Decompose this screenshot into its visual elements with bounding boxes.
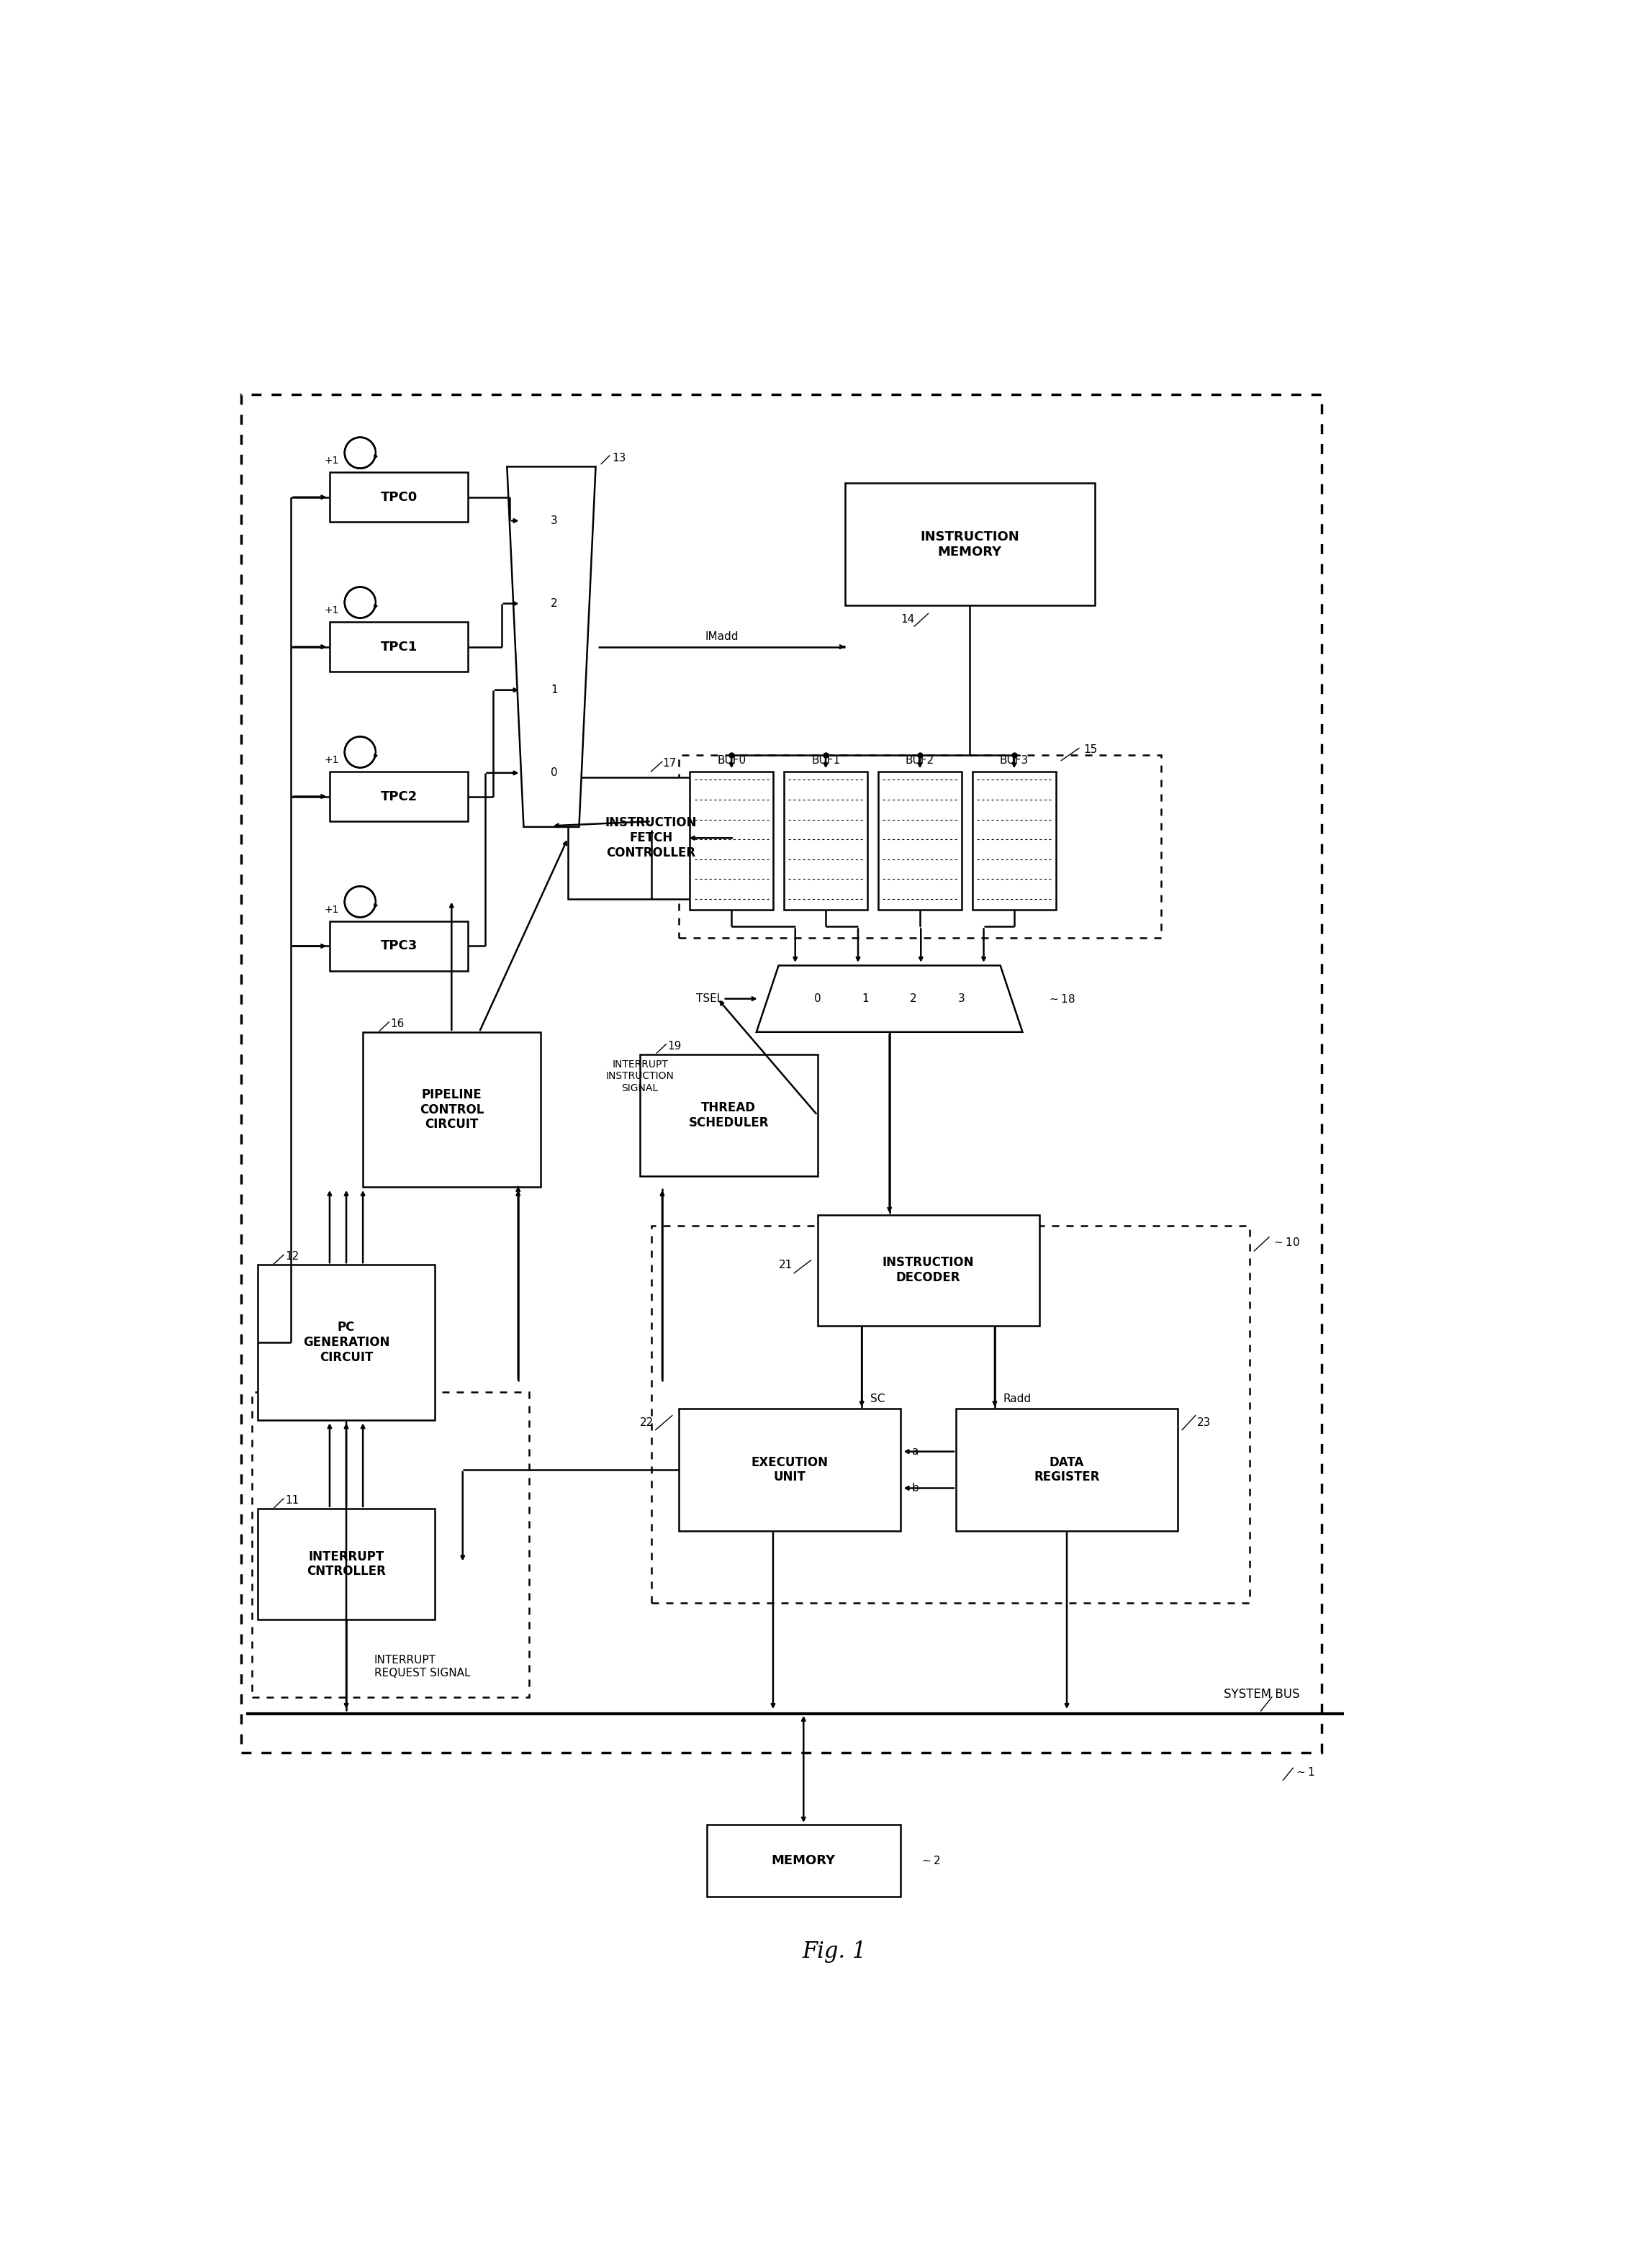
Bar — [707, 1823, 901, 1896]
Text: TPC3: TPC3 — [381, 939, 417, 953]
Bar — [329, 771, 468, 821]
Bar — [679, 1408, 901, 1531]
Text: $\sim$18: $\sim$18 — [1047, 993, 1075, 1005]
Text: DATA
REGISTER: DATA REGISTER — [1034, 1456, 1100, 1483]
Text: 13: 13 — [613, 454, 626, 463]
Text: THREAD
SCHEDULER: THREAD SCHEDULER — [689, 1102, 769, 1129]
Text: Fig. 1: Fig. 1 — [801, 1941, 867, 1964]
Text: 1: 1 — [862, 993, 868, 1005]
Text: BUF2: BUF2 — [906, 755, 935, 767]
Bar — [818, 1216, 1039, 1327]
Text: 11: 11 — [285, 1495, 300, 1506]
Text: TPC0: TPC0 — [381, 490, 417, 503]
Text: BUF1: BUF1 — [811, 755, 841, 767]
Text: a: a — [912, 1447, 919, 1456]
Bar — [679, 755, 1161, 937]
Text: +1: +1 — [324, 755, 339, 764]
Text: +1: +1 — [324, 456, 339, 465]
Text: INTERRUPT
INSTRUCTION
SIGNAL: INTERRUPT INSTRUCTION SIGNAL — [606, 1059, 674, 1093]
Text: TPC1: TPC1 — [381, 640, 417, 653]
Text: $\sim$10: $\sim$10 — [1272, 1236, 1300, 1247]
Bar — [691, 771, 774, 909]
Text: 16: 16 — [391, 1018, 404, 1030]
Text: INSTRUCTION
MEMORY: INSTRUCTION MEMORY — [920, 531, 1020, 558]
Text: IMadd: IMadd — [705, 631, 738, 642]
Bar — [845, 483, 1095, 606]
Polygon shape — [507, 467, 596, 828]
Text: INSTRUCTION
FETCH
CONTROLLER: INSTRUCTION FETCH CONTROLLER — [606, 816, 697, 860]
Polygon shape — [756, 966, 1023, 1032]
Text: 14: 14 — [901, 615, 914, 624]
Text: SYSTEM BUS: SYSTEM BUS — [1223, 1687, 1300, 1701]
Bar — [956, 1408, 1178, 1531]
Text: INSTRUCTION
DECODER: INSTRUCTION DECODER — [883, 1256, 974, 1284]
Text: b: b — [912, 1483, 919, 1495]
Text: 1: 1 — [551, 685, 557, 696]
Text: 12: 12 — [285, 1252, 300, 1261]
Text: 3: 3 — [551, 515, 557, 526]
Text: EXECUTION
UNIT: EXECUTION UNIT — [751, 1456, 828, 1483]
Text: INTERRUPT
CNTROLLER: INTERRUPT CNTROLLER — [306, 1549, 386, 1579]
Text: 2: 2 — [911, 993, 917, 1005]
Bar — [569, 778, 735, 898]
Text: INTERRUPT
REQUEST SIGNAL: INTERRUPT REQUEST SIGNAL — [375, 1656, 471, 1678]
Bar — [878, 771, 961, 909]
Text: MEMORY: MEMORY — [772, 1853, 836, 1867]
Bar — [329, 621, 468, 671]
Bar — [257, 1266, 435, 1420]
Text: SC: SC — [870, 1393, 885, 1404]
Text: 19: 19 — [668, 1041, 681, 1052]
Text: $\sim$1: $\sim$1 — [1293, 1767, 1315, 1778]
Bar — [241, 395, 1321, 1753]
Text: 0: 0 — [814, 993, 821, 1005]
Text: +1: +1 — [324, 905, 339, 914]
Text: 17: 17 — [663, 758, 676, 769]
Bar — [784, 771, 867, 909]
Text: 0: 0 — [551, 767, 557, 778]
Text: 3: 3 — [958, 993, 964, 1005]
Bar — [252, 1393, 529, 1696]
Bar — [640, 1055, 818, 1177]
Text: TSEL: TSEL — [696, 993, 723, 1005]
Text: Radd: Radd — [1003, 1393, 1031, 1404]
Text: +1: +1 — [324, 606, 339, 615]
Text: 15: 15 — [1083, 744, 1098, 755]
Text: BUF3: BUF3 — [1000, 755, 1028, 767]
Bar — [652, 1227, 1249, 1603]
Text: BUF0: BUF0 — [717, 755, 746, 767]
Text: 23: 23 — [1197, 1418, 1210, 1429]
Text: 2: 2 — [551, 599, 557, 610]
Bar — [973, 771, 1056, 909]
Bar — [363, 1032, 541, 1186]
Bar — [257, 1508, 435, 1619]
Text: 21: 21 — [779, 1259, 792, 1270]
Text: PC
GENERATION
CIRCUIT: PC GENERATION CIRCUIT — [303, 1320, 389, 1363]
Text: PIPELINE
CONTROL
CIRCUIT: PIPELINE CONTROL CIRCUIT — [419, 1089, 484, 1132]
Text: $\sim$2: $\sim$2 — [920, 1855, 940, 1867]
Text: 22: 22 — [640, 1418, 653, 1429]
Text: TPC2: TPC2 — [381, 789, 417, 803]
Bar — [329, 472, 468, 522]
Bar — [329, 921, 468, 971]
